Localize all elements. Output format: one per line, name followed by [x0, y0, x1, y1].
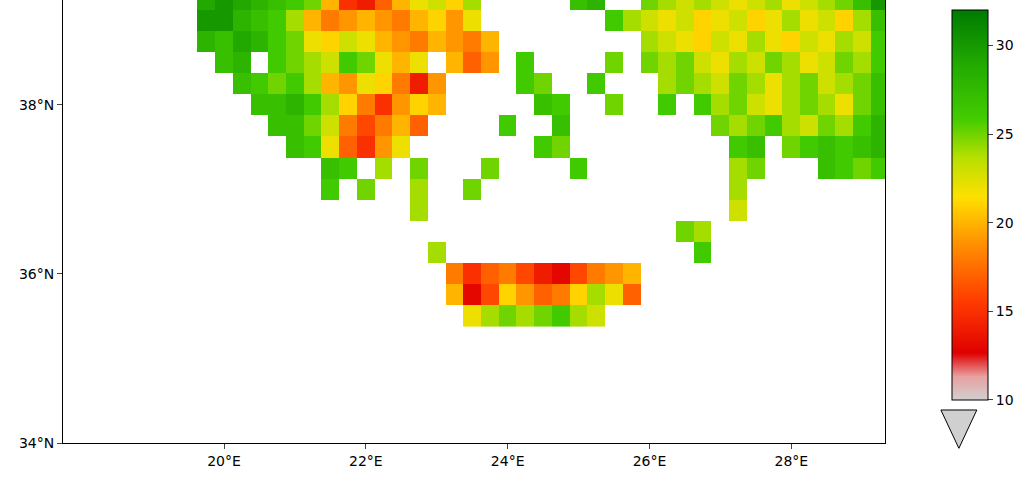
svg-text:38°N: 38°N: [19, 97, 54, 113]
svg-text:28°E: 28°E: [775, 453, 809, 469]
svg-text:20: 20: [996, 215, 1014, 231]
svg-text:25: 25: [996, 126, 1014, 142]
svg-text:36°N: 36°N: [19, 266, 54, 282]
svg-text:34°N: 34°N: [19, 435, 54, 451]
svg-text:20°E: 20°E: [207, 453, 241, 469]
svg-text:10: 10: [996, 392, 1014, 408]
svg-text:26°E: 26°E: [633, 453, 667, 469]
svg-text:22°E: 22°E: [349, 453, 383, 469]
svg-text:30: 30: [996, 37, 1014, 53]
svg-text:15: 15: [996, 303, 1014, 319]
svg-text:24°E: 24°E: [491, 453, 525, 469]
